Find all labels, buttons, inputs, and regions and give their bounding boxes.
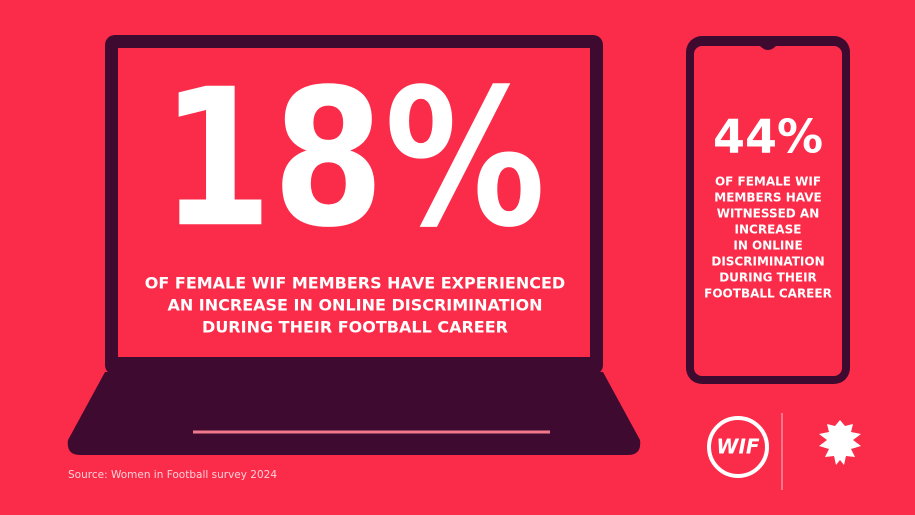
wif-logo: WIF: [716, 435, 760, 459]
phone-caption: OF FEMALE WIF: [715, 175, 821, 189]
laptop-caption: DURING THEIR FOOTBALL CAREER: [202, 318, 508, 337]
eagle-logo: [819, 420, 861, 465]
phone-caption: WITNESSED AN: [717, 207, 820, 221]
wif-logo-ring: [707, 416, 769, 478]
phone-caption: IN ONLINE: [733, 239, 802, 253]
source-note: Source: Women in Football survey 2024: [68, 469, 277, 481]
laptop-caption: AN INCREASE IN ONLINE DISCRIMINATION: [167, 296, 542, 315]
laptop-caption: OF FEMALE WIF MEMBERS HAVE EXPERIENCED: [145, 274, 565, 293]
phone-caption: FOOTBALL CAREER: [704, 287, 832, 301]
laptop-stat: 18%: [161, 48, 546, 269]
phone-caption: DURING THEIR: [719, 271, 817, 285]
phone-notch: [760, 46, 776, 50]
phone-caption: MEMBERS HAVE: [714, 191, 821, 205]
phone-screen: [694, 46, 842, 376]
phone-stat: 44%: [713, 110, 823, 164]
phone-caption: DISCRIMINATION: [711, 255, 824, 269]
laptop-base: [67, 372, 641, 455]
laptop-screen: [118, 48, 590, 357]
phone-caption: INCREASE: [735, 223, 802, 237]
